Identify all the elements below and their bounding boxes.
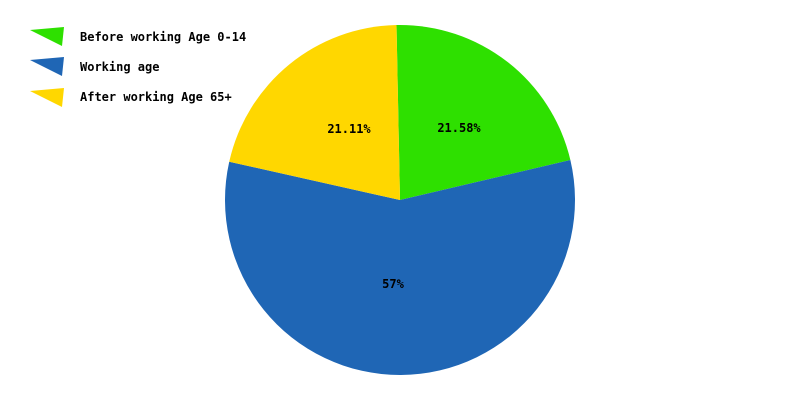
legend-label-after-working: After working Age 65+ <box>80 90 232 104</box>
legend-item-working-age: Working age <box>30 57 159 76</box>
legend-item-before-working: Before working Age 0-14 <box>30 27 246 46</box>
legend-swatch-before-working <box>30 27 64 46</box>
pie-slice-labels: 21.58% 57% 21.11% <box>327 121 481 291</box>
pie-slice-before-working <box>396 24 571 200</box>
slice-label-before-working: 21.58% <box>437 121 481 135</box>
legend-item-after-working: After working Age 65+ <box>30 88 232 107</box>
slice-label-working-age: 57% <box>382 277 404 291</box>
legend-label-before-working: Before working Age 0-14 <box>80 30 246 44</box>
legend: Before working Age 0-14 Working age Afte… <box>30 27 246 107</box>
pie-slice-after-working <box>229 25 400 200</box>
pie-slices <box>224 24 575 375</box>
legend-label-working-age: Working age <box>80 60 159 74</box>
slice-label-after-working: 21.11% <box>327 122 371 136</box>
pie-slice-working-age <box>224 159 575 375</box>
legend-swatch-working-age <box>30 57 64 76</box>
legend-swatch-after-working <box>30 88 64 107</box>
